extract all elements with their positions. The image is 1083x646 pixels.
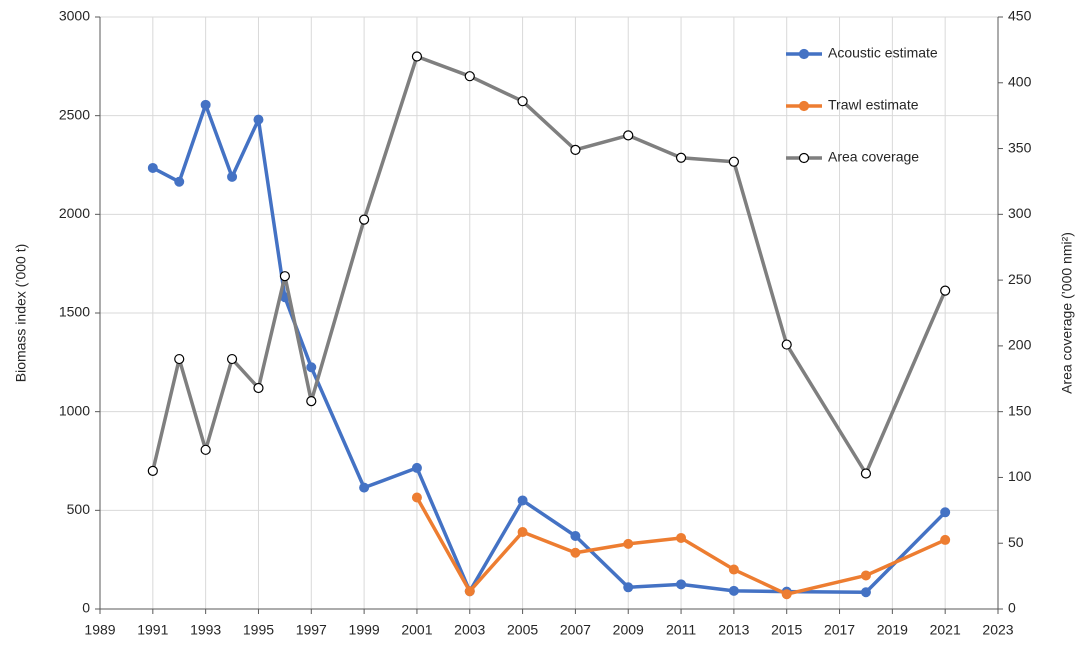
data-point (728, 156, 739, 167)
data-point (464, 71, 475, 82)
series-line (152, 103, 947, 594)
data-point (728, 585, 739, 596)
y2-tick-label: 150 (1008, 402, 1032, 418)
x-tick-label: 2019 (877, 622, 908, 638)
data-point (174, 353, 185, 365)
y2-axis-label: Area coverage (’000 nmi²) (1059, 232, 1075, 394)
data-point (464, 586, 475, 597)
y-tick-label: 1000 (59, 402, 90, 418)
data-point (940, 534, 951, 545)
x-tick-label: 2001 (401, 622, 432, 638)
x-tick-label: 2013 (718, 622, 749, 638)
legend-marker (798, 48, 810, 60)
legend-marker (798, 100, 810, 112)
x-tick-label: 2011 (666, 622, 696, 638)
y2-tick-label: 400 (1008, 73, 1032, 89)
data-point (279, 271, 290, 282)
y2-tick-label: 50 (1008, 534, 1024, 550)
y-axis-label: Biomass index (’000 t) (13, 244, 29, 383)
x-tick-label: 2005 (507, 622, 538, 638)
x-tick-label: 1999 (349, 622, 380, 638)
legend-label: Trawl estimate (828, 97, 919, 113)
y-tick-label: 2000 (59, 205, 90, 221)
x-tick-label: 1993 (190, 622, 221, 638)
x-tick-label: 1995 (243, 622, 274, 638)
data-point (226, 353, 238, 365)
x-tick-label: 1989 (84, 622, 115, 638)
data-point (306, 362, 317, 373)
data-point (676, 579, 687, 590)
data-point (570, 530, 581, 541)
y-tick-label: 1500 (59, 304, 90, 320)
y-tick-label: 3000 (59, 8, 90, 24)
data-point (940, 285, 951, 296)
data-point (517, 495, 528, 506)
data-point (147, 162, 158, 173)
data-point (517, 96, 528, 107)
data-point (570, 144, 581, 155)
x-tick-label: 2023 (982, 622, 1013, 638)
data-point (675, 152, 687, 163)
data-point (253, 114, 264, 125)
y-tick-label: 0 (82, 600, 90, 616)
data-point (411, 462, 422, 473)
data-point (940, 507, 951, 518)
x-tick-label: 2007 (560, 622, 591, 638)
data-point (623, 582, 634, 593)
y2-tick-label: 200 (1008, 337, 1032, 353)
x-tick-label: 2017 (824, 622, 855, 638)
series-line (415, 496, 946, 596)
data-point (570, 547, 581, 558)
y2-tick-label: 450 (1008, 8, 1032, 24)
data-point (359, 214, 370, 225)
data-point (200, 99, 211, 110)
data-point (253, 382, 264, 394)
data-point (359, 482, 370, 493)
y-tick-label: 500 (67, 501, 91, 517)
x-tick-label: 1991 (137, 622, 168, 638)
data-point (860, 587, 871, 598)
data-point (411, 492, 422, 503)
legend-marker (798, 152, 810, 164)
data-point (860, 468, 872, 479)
x-tick-label: 2015 (771, 622, 802, 638)
data-point (781, 339, 792, 350)
y2-tick-label: 350 (1008, 139, 1032, 155)
data-point (200, 444, 211, 455)
data-point (623, 130, 634, 141)
legend-label: Area coverage (828, 149, 919, 165)
data-point (411, 51, 423, 62)
data-point (623, 538, 634, 549)
data-point (227, 171, 238, 182)
data-point (306, 396, 317, 407)
data-point (676, 532, 687, 543)
y-tick-label: 2500 (59, 106, 90, 122)
y2-tick-label: 250 (1008, 271, 1032, 287)
data-point (147, 465, 158, 476)
data-point (517, 527, 528, 538)
x-tick-label: 2009 (613, 622, 644, 638)
data-point (860, 570, 871, 581)
data-point (728, 564, 739, 575)
x-tick-label: 1997 (296, 622, 327, 638)
y2-tick-label: 0 (1008, 600, 1016, 616)
data-point (781, 589, 792, 600)
y2-tick-label: 300 (1008, 205, 1032, 221)
x-tick-label: 2021 (930, 622, 961, 638)
y2-tick-label: 100 (1008, 468, 1032, 484)
legend-label: Acoustic estimate (828, 45, 938, 61)
series-line (151, 54, 947, 476)
data-point (174, 176, 185, 187)
x-tick-label: 2003 (454, 622, 485, 638)
